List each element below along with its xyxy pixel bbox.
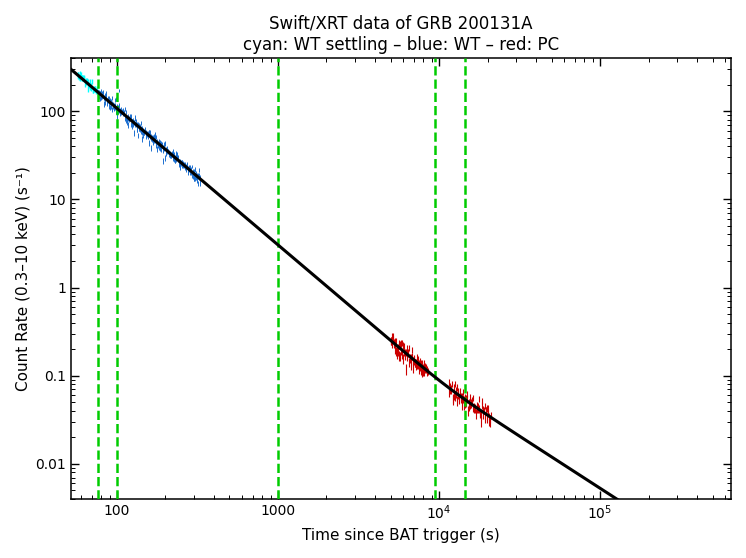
X-axis label: Time since BAT trigger (s): Time since BAT trigger (s): [302, 528, 500, 543]
Y-axis label: Count Rate (0.3–10 keV) (s⁻¹): Count Rate (0.3–10 keV) (s⁻¹): [15, 166, 30, 391]
Title: Swift/XRT data of GRB 200131A
cyan: WT settling – blue: WT – red: PC: Swift/XRT data of GRB 200131A cyan: WT s…: [243, 15, 560, 54]
